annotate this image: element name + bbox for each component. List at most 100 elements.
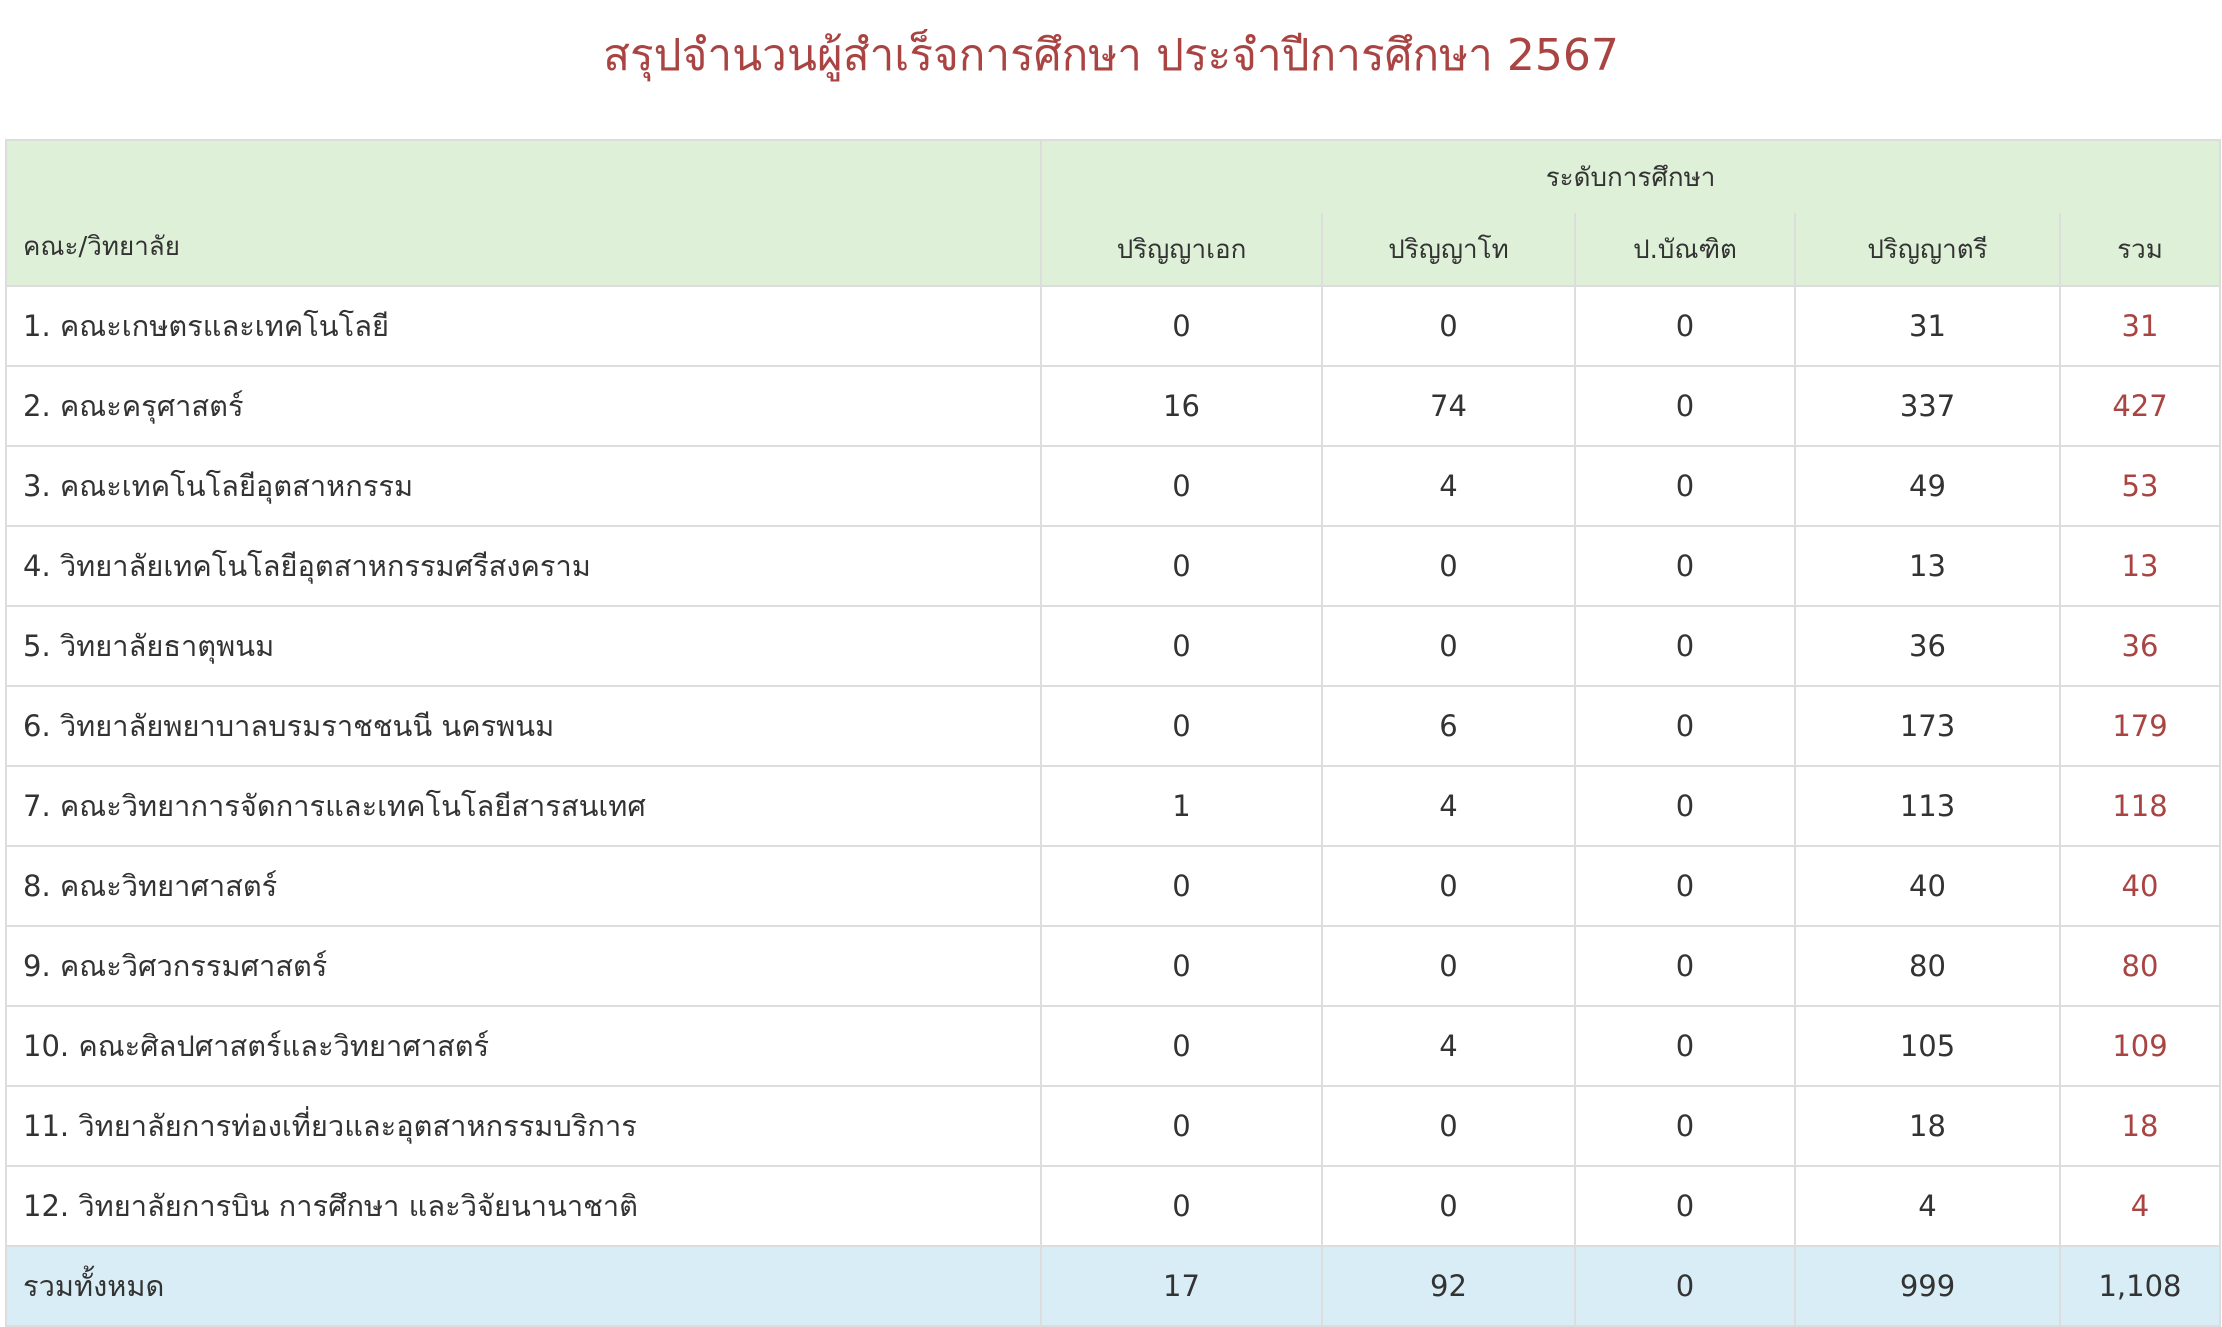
count-cell: 0 (1321, 1085, 1576, 1167)
count-cell: 105 (1794, 1005, 2061, 1087)
count-cell: 49 (1794, 445, 2061, 527)
count-cell: 1 (1040, 765, 1323, 847)
count-cell: 0 (1040, 525, 1323, 607)
count-cell: 36 (1794, 605, 2061, 687)
count-cell: 0 (1574, 445, 1796, 527)
count-cell: 0 (1574, 525, 1796, 607)
count-cell: 0 (1321, 525, 1576, 607)
count-cell: 0 (1040, 605, 1323, 687)
row-total-cell: 4 (2058, 1165, 2222, 1247)
table-row: 9. คณะวิศวกรรมศาสตร์ 0 0 0 80 80 (5, 925, 2222, 1007)
row-total-cell: 40 (2058, 845, 2222, 927)
count-cell: 74 (1321, 365, 1576, 447)
faculty-header: คณะ/วิทยาลัย (5, 139, 1042, 287)
row-total-cell: 118 (2058, 765, 2222, 847)
row-total-cell: 13 (2058, 525, 2222, 607)
table-row: 6. วิทยาลัยพยาบาลบรมราชชนนี นครพนม 0 6 0 173… (5, 685, 2222, 767)
count-cell: 4 (1321, 765, 1576, 847)
row-total-cell: 427 (2058, 365, 2222, 447)
count-cell: 0 (1574, 1165, 1796, 1247)
table-row: 11. วิทยาลัยการท่องเที่ยวและอุตสาหกรรมบร… (5, 1085, 2222, 1167)
education-level-header: ระดับการศึกษา (1039, 139, 2222, 213)
count-cell: 0 (1574, 765, 1796, 847)
table-row: 5. วิทยาลัยธาตุพนม 0 0 0 36 36 (5, 605, 2222, 687)
count-cell: 4 (1794, 1165, 2061, 1247)
faculty-name: 10. คณะศิลปศาสตร์และวิทยาศาสตร์ (5, 1005, 1042, 1087)
table-row: 3. คณะเทคโนโลยีอุตสาหกรรม 0 4 0 49 53 (5, 445, 2222, 527)
faculty-name: 3. คณะเทคโนโลยีอุตสาหกรรม (5, 445, 1042, 527)
count-cell: 0 (1040, 845, 1323, 927)
count-cell: 337 (1794, 365, 2061, 447)
table-row: 2. คณะครุศาสตร์ 16 74 0 337 427 (5, 365, 2222, 447)
count-cell: 0 (1040, 1005, 1323, 1087)
faculty-name: รวมทั้งหมด (5, 1245, 1042, 1327)
count-cell: 0 (1321, 1165, 1576, 1247)
count-cell: 0 (1040, 1085, 1323, 1167)
count-cell: 92 (1321, 1245, 1576, 1327)
count-cell: 0 (1040, 685, 1323, 767)
table-row: 7. คณะวิทยาการจัดการและเทคโนโลยีสารสนเทศ… (5, 765, 2222, 847)
count-cell: 0 (1574, 845, 1796, 927)
count-cell: 0 (1321, 285, 1576, 367)
count-cell: 80 (1794, 925, 2061, 1007)
count-cell: 0 (1574, 1005, 1796, 1087)
count-cell: 0 (1574, 605, 1796, 687)
count-cell: 4 (1321, 1005, 1576, 1087)
total-row: รวมทั้งหมด 17 92 0 999 1,108 (5, 1245, 2222, 1327)
count-cell: 0 (1321, 845, 1576, 927)
column-header: ปริญญาเอก (1040, 213, 1323, 287)
count-cell: 173 (1794, 685, 2061, 767)
row-total-cell: 109 (2058, 1005, 2222, 1087)
column-header: รวม (2058, 213, 2222, 287)
count-cell: 17 (1040, 1245, 1323, 1327)
count-cell: 16 (1040, 365, 1323, 447)
count-cell: 0 (1321, 925, 1576, 1007)
table-row: 8. คณะวิทยาศาสตร์ 0 0 0 40 40 (5, 845, 2222, 927)
count-cell: 0 (1040, 1165, 1323, 1247)
table-row: 4. วิทยาลัยเทคโนโลยีอุตสาหกรรมศรีสงคราม 0… (5, 525, 2222, 607)
faculty-name: 12. วิทยาลัยการบิน การศึกษา และวิจัยนานา… (5, 1165, 1042, 1247)
column-header: ป.บัณฑิต (1574, 213, 1796, 287)
row-total-cell: 18 (2058, 1085, 2222, 1167)
table-row: 1. คณะเกษตรและเทคโนโลยี 0 0 0 31 31 (5, 285, 2222, 367)
table-row: 12. วิทยาลัยการบิน การศึกษา และวิจัยนานา… (5, 1165, 2222, 1247)
row-total-cell: 1,108 (2058, 1245, 2222, 1327)
count-cell: 0 (1040, 285, 1323, 367)
faculty-name: 9. คณะวิศวกรรมศาสตร์ (5, 925, 1042, 1007)
faculty-name: 1. คณะเกษตรและเทคโนโลยี (5, 285, 1042, 367)
table-row: 10. คณะศิลปศาสตร์และวิทยาศาสตร์ 0 4 0 105 109 (5, 1005, 2222, 1087)
count-cell: 0 (1040, 925, 1323, 1007)
count-cell: 0 (1574, 925, 1796, 1007)
count-cell: 0 (1574, 285, 1796, 367)
faculty-name: 4. วิทยาลัยเทคโนโลยีอุตสาหกรรมศรีสงคราม (5, 525, 1042, 607)
count-cell: 0 (1040, 445, 1323, 527)
count-cell: 0 (1574, 685, 1796, 767)
row-total-cell: 36 (2058, 605, 2222, 687)
column-header: ปริญญาโท (1321, 213, 1576, 287)
count-cell: 13 (1794, 525, 2061, 607)
count-cell: 4 (1321, 445, 1576, 527)
count-cell: 40 (1794, 845, 2061, 927)
count-cell: 0 (1574, 1245, 1796, 1327)
row-total-cell: 31 (2058, 285, 2222, 367)
count-cell: 113 (1794, 765, 2061, 847)
faculty-name: 8. คณะวิทยาศาสตร์ (5, 845, 1042, 927)
count-cell: 0 (1574, 365, 1796, 447)
faculty-name: 11. วิทยาลัยการท่องเที่ยวและอุตสาหกรรมบร… (5, 1085, 1042, 1167)
count-cell: 6 (1321, 685, 1576, 767)
row-total-cell: 53 (2058, 445, 2222, 527)
faculty-name: 2. คณะครุศาสตร์ (5, 365, 1042, 447)
count-cell: 0 (1321, 605, 1576, 687)
graduates-table: คณะ/วิทยาลัย ระดับการศึกษา ปริญญาเอก ปริญ… (5, 139, 2222, 1327)
row-total-cell: 179 (2058, 685, 2222, 767)
count-cell: 999 (1794, 1245, 2061, 1327)
column-header: ปริญญาตรี (1794, 213, 2061, 287)
count-cell: 18 (1794, 1085, 2061, 1167)
faculty-name: 6. วิทยาลัยพยาบาลบรมราชชนนี นครพนม (5, 685, 1042, 767)
page-title: สรุปจำนวนผู้สำเร็จการศึกษา ประจำปีการศึก… (603, 30, 1619, 81)
count-cell: 0 (1574, 1085, 1796, 1167)
faculty-name: 7. คณะวิทยาการจัดการและเทคโนโลยีสารสนเทศ (5, 765, 1042, 847)
row-total-cell: 80 (2058, 925, 2222, 1007)
faculty-name: 5. วิทยาลัยธาตุพนม (5, 605, 1042, 687)
count-cell: 31 (1794, 285, 2061, 367)
